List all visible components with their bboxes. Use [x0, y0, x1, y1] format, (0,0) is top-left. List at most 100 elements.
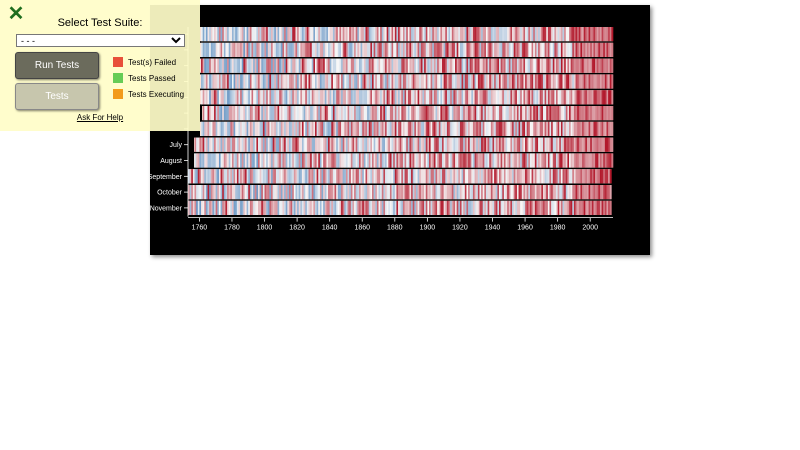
heatmap-cell — [546, 58, 549, 73]
heatmap-cell — [492, 153, 495, 168]
heatmap-cell — [399, 42, 402, 57]
heatmap-cell — [556, 58, 558, 73]
heatmap-cell — [412, 121, 415, 136]
heatmap-cell — [360, 121, 363, 136]
heatmap-cell — [411, 185, 414, 200]
heatmap-cell — [417, 153, 420, 168]
heatmap-cell — [595, 200, 598, 215]
heatmap-cell — [328, 121, 330, 136]
heatmap-cell — [443, 169, 446, 184]
heatmap-cell — [246, 106, 249, 121]
heatmap-cell — [331, 185, 334, 200]
heatmap-cell — [253, 185, 256, 200]
heatmap-cell — [375, 185, 378, 200]
heatmap-cell — [415, 74, 418, 89]
heatmap-cell — [552, 74, 555, 89]
heatmap-cell — [308, 137, 311, 152]
heatmap-cell — [528, 137, 531, 152]
heatmap-cell — [251, 137, 254, 152]
heatmap-cell — [487, 58, 490, 73]
heatmap-cell — [489, 121, 492, 136]
heatmap-cell — [251, 42, 254, 57]
heatmap-cell — [464, 185, 467, 200]
heatmap-cell — [240, 200, 243, 215]
heatmap-cell — [386, 121, 389, 136]
heatmap-cell — [241, 42, 244, 57]
heatmap-cell — [300, 121, 303, 136]
heatmap-cell — [562, 74, 565, 89]
heatmap-cell — [512, 42, 514, 57]
tests-button[interactable]: Tests — [15, 83, 99, 110]
heatmap-cell — [598, 153, 601, 168]
heatmap-cell — [442, 42, 444, 57]
heatmap-cell — [420, 200, 423, 215]
heatmap-cell — [430, 169, 433, 184]
heatmap-cell — [435, 169, 438, 184]
heatmap-cell — [295, 185, 298, 200]
heatmap-cell — [373, 27, 376, 42]
heatmap-cell — [474, 200, 477, 215]
heatmap-cell — [266, 169, 269, 184]
heatmap-cell — [378, 74, 381, 89]
heatmap-cell — [520, 58, 523, 73]
heatmap-cell — [231, 200, 234, 215]
heatmap-cell — [279, 121, 282, 136]
heatmap-cell — [515, 90, 518, 105]
heatmap-cell — [500, 74, 503, 89]
heatmap-cell — [513, 153, 516, 168]
heatmap-cell — [201, 153, 203, 168]
heatmap-cell — [233, 200, 236, 215]
heatmap-cell — [599, 121, 602, 136]
heatmap-cell — [378, 153, 381, 168]
heatmap-cell — [611, 42, 614, 57]
heatmap-cell — [490, 74, 493, 89]
run-tests-button[interactable]: Run Tests — [15, 52, 99, 79]
heatmap-cell — [551, 90, 554, 105]
heatmap-cell — [231, 27, 234, 42]
heatmap-cell — [285, 74, 288, 89]
heatmap-cell — [220, 153, 223, 168]
heatmap-cell — [266, 137, 269, 152]
heatmap-cell — [565, 169, 568, 184]
heatmap-cell — [336, 106, 339, 121]
heatmap-cell — [389, 58, 392, 73]
suite-select[interactable]: - - - — [16, 34, 185, 47]
heatmap-cell — [266, 153, 269, 168]
heatmap-cell — [533, 74, 536, 89]
heatmap-cell — [264, 153, 267, 168]
heatmap-cell — [288, 74, 291, 89]
heatmap-cell — [466, 90, 469, 105]
heatmap-cell — [375, 74, 378, 89]
heatmap-cell — [523, 27, 526, 42]
heatmap-cell — [438, 137, 441, 152]
heatmap-cell — [310, 121, 313, 136]
heatmap-cell — [446, 42, 449, 57]
heatmap-cell — [202, 42, 205, 57]
heatmap-cell — [370, 27, 373, 42]
heatmap-cell — [409, 121, 412, 136]
heatmap-cell — [303, 27, 306, 42]
heatmap-cell — [225, 200, 228, 215]
close-icon[interactable]: ✕ — [7, 3, 25, 25]
heatmap-cell — [350, 185, 353, 200]
heatmap-cell — [575, 185, 578, 200]
heatmap-cell — [547, 169, 550, 184]
heatmap-cell — [204, 58, 207, 73]
heatmap-cell — [207, 121, 210, 136]
heatmap-cell — [442, 137, 444, 152]
ask-for-help-link[interactable]: Ask For Help — [76, 113, 124, 122]
heatmap-cell — [415, 58, 418, 73]
heatmap-cell — [256, 200, 259, 215]
heatmap-cell — [235, 106, 238, 121]
heatmap-cell — [557, 90, 560, 105]
heatmap-cell — [227, 58, 230, 73]
heatmap-cell — [451, 42, 454, 57]
heatmap-cell — [570, 58, 573, 73]
heatmap-cell — [315, 90, 317, 105]
heatmap-cell — [215, 121, 218, 136]
heatmap-cell — [231, 169, 234, 184]
heatmap-cell — [567, 106, 570, 121]
heatmap-cell — [419, 42, 422, 57]
heatmap-cell — [336, 121, 339, 136]
heatmap-cell — [409, 137, 412, 152]
